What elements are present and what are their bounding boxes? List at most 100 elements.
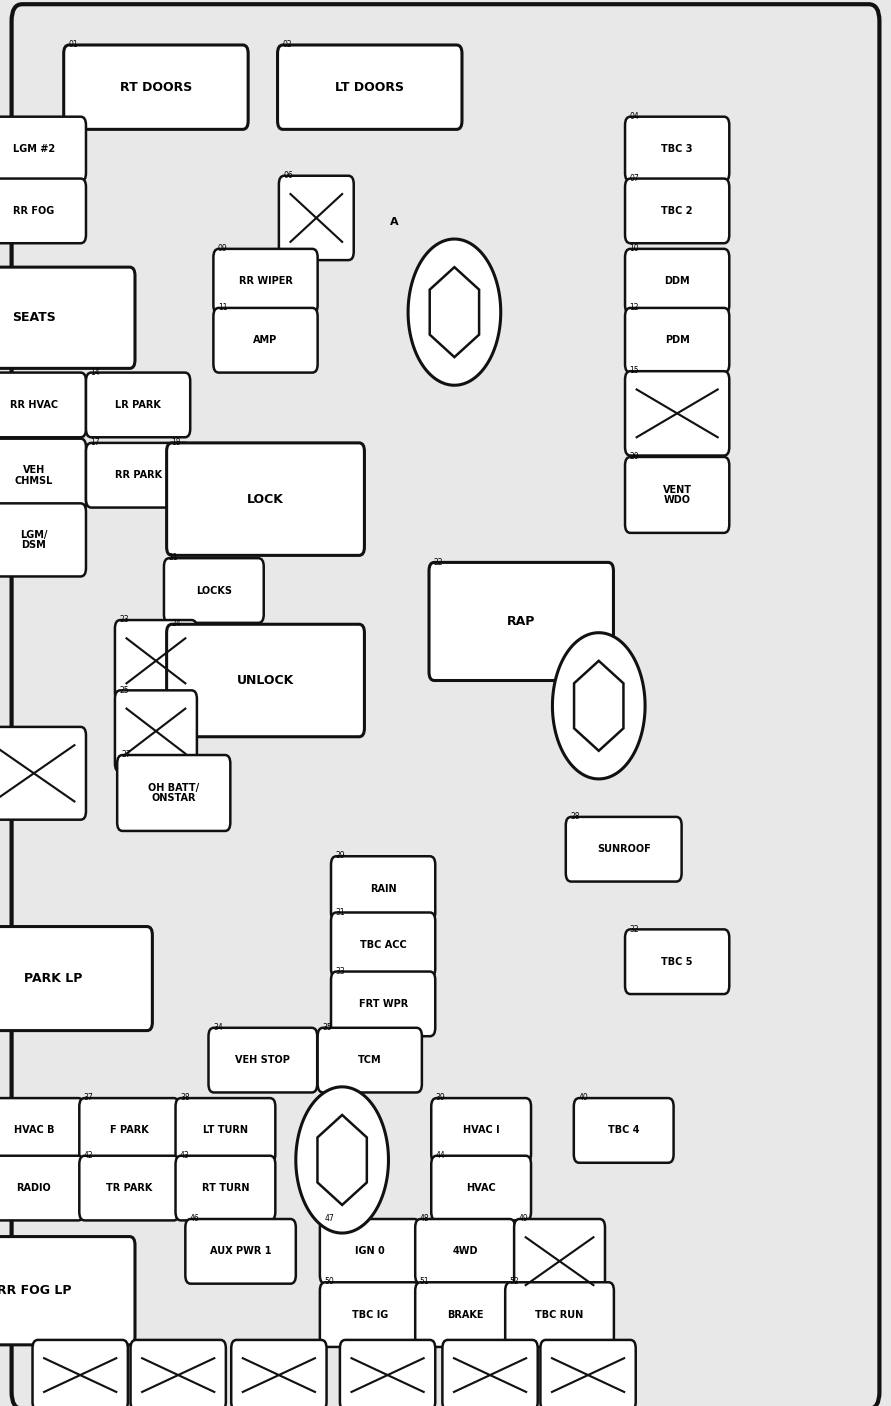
Polygon shape xyxy=(317,1115,367,1205)
FancyBboxPatch shape xyxy=(0,1237,135,1344)
Text: HVAC: HVAC xyxy=(466,1182,496,1194)
FancyBboxPatch shape xyxy=(514,1219,605,1303)
Text: 32: 32 xyxy=(629,925,639,934)
FancyBboxPatch shape xyxy=(118,755,230,831)
FancyBboxPatch shape xyxy=(86,443,191,508)
FancyBboxPatch shape xyxy=(176,1098,275,1163)
Polygon shape xyxy=(429,267,479,357)
FancyBboxPatch shape xyxy=(0,117,86,181)
Text: FRT WPR: FRT WPR xyxy=(358,998,408,1010)
Text: RR WIPER: RR WIPER xyxy=(239,276,292,287)
FancyBboxPatch shape xyxy=(0,1098,84,1163)
Text: 25: 25 xyxy=(119,686,129,695)
Text: 43: 43 xyxy=(180,1152,190,1160)
FancyBboxPatch shape xyxy=(320,1219,420,1284)
Text: 15: 15 xyxy=(629,367,639,375)
Text: TBC RUN: TBC RUN xyxy=(535,1309,584,1320)
Text: 38: 38 xyxy=(180,1094,190,1102)
FancyBboxPatch shape xyxy=(415,1282,515,1347)
Text: TCM: TCM xyxy=(358,1054,381,1066)
Text: 10: 10 xyxy=(629,245,639,253)
FancyBboxPatch shape xyxy=(214,249,318,314)
Text: LGM #2: LGM #2 xyxy=(12,143,55,155)
Text: RAIN: RAIN xyxy=(370,883,396,894)
Text: 14: 14 xyxy=(91,368,100,377)
Text: VENT
WDO: VENT WDO xyxy=(663,485,691,505)
FancyBboxPatch shape xyxy=(331,972,435,1036)
Text: TBC 2: TBC 2 xyxy=(661,205,693,217)
FancyBboxPatch shape xyxy=(431,1098,531,1163)
Text: 02: 02 xyxy=(282,41,291,49)
FancyBboxPatch shape xyxy=(443,1340,538,1406)
FancyBboxPatch shape xyxy=(79,1156,179,1220)
Text: 01: 01 xyxy=(68,41,78,49)
Text: 18: 18 xyxy=(171,439,181,447)
FancyBboxPatch shape xyxy=(429,562,613,681)
Text: 44: 44 xyxy=(436,1152,446,1160)
Text: 52: 52 xyxy=(510,1278,519,1286)
FancyBboxPatch shape xyxy=(625,179,730,243)
Text: LR PARK: LR PARK xyxy=(115,399,161,411)
Text: TR PARK: TR PARK xyxy=(106,1182,152,1194)
FancyBboxPatch shape xyxy=(115,620,197,702)
FancyBboxPatch shape xyxy=(208,1028,317,1092)
Text: 4WD: 4WD xyxy=(453,1246,478,1257)
FancyBboxPatch shape xyxy=(625,371,730,456)
Text: 47: 47 xyxy=(324,1215,334,1223)
FancyBboxPatch shape xyxy=(541,1340,636,1406)
Text: HVAC I: HVAC I xyxy=(462,1125,500,1136)
Text: 40: 40 xyxy=(578,1094,588,1102)
Polygon shape xyxy=(552,633,645,779)
Text: F PARK: F PARK xyxy=(110,1125,149,1136)
Text: SUNROOF: SUNROOF xyxy=(597,844,650,855)
FancyBboxPatch shape xyxy=(64,45,248,129)
FancyBboxPatch shape xyxy=(320,1282,420,1347)
Text: TBC IG: TBC IG xyxy=(352,1309,388,1320)
Text: RR PARK: RR PARK xyxy=(115,470,161,481)
Text: 04: 04 xyxy=(629,112,639,121)
Text: 48: 48 xyxy=(420,1215,429,1223)
Text: RR FOG LP: RR FOG LP xyxy=(0,1284,71,1298)
Text: RR FOG: RR FOG xyxy=(13,205,54,217)
FancyBboxPatch shape xyxy=(131,1340,226,1406)
Text: DDM: DDM xyxy=(665,276,690,287)
Text: HVAC B: HVAC B xyxy=(13,1125,54,1136)
FancyBboxPatch shape xyxy=(331,912,435,977)
FancyBboxPatch shape xyxy=(331,856,435,921)
FancyBboxPatch shape xyxy=(318,1028,422,1092)
Text: 28: 28 xyxy=(570,813,580,821)
Text: 37: 37 xyxy=(84,1094,94,1102)
Text: 39: 39 xyxy=(436,1094,446,1102)
Text: LGM/
DSM: LGM/ DSM xyxy=(20,530,47,550)
Text: RADIO: RADIO xyxy=(16,1182,52,1194)
Text: 51: 51 xyxy=(420,1278,429,1286)
FancyBboxPatch shape xyxy=(0,727,86,820)
FancyBboxPatch shape xyxy=(0,1156,84,1220)
FancyBboxPatch shape xyxy=(176,1156,275,1220)
FancyBboxPatch shape xyxy=(278,45,462,129)
FancyBboxPatch shape xyxy=(232,1340,326,1406)
Text: VEH
CHMSL: VEH CHMSL xyxy=(14,465,53,485)
Text: 20: 20 xyxy=(629,453,639,461)
FancyBboxPatch shape xyxy=(279,176,354,260)
FancyBboxPatch shape xyxy=(185,1219,296,1284)
Text: RT DOORS: RT DOORS xyxy=(119,80,192,94)
Text: 24: 24 xyxy=(171,620,181,628)
Text: BRAKE: BRAKE xyxy=(447,1309,483,1320)
Text: 49: 49 xyxy=(519,1215,528,1223)
Text: 34: 34 xyxy=(213,1024,223,1032)
FancyBboxPatch shape xyxy=(214,308,318,373)
Text: 50: 50 xyxy=(324,1278,334,1286)
Text: 12: 12 xyxy=(629,304,639,312)
Text: 31: 31 xyxy=(336,908,345,917)
Text: 33: 33 xyxy=(336,967,345,976)
FancyBboxPatch shape xyxy=(115,690,197,772)
FancyBboxPatch shape xyxy=(566,817,682,882)
Text: LT TURN: LT TURN xyxy=(203,1125,248,1136)
FancyBboxPatch shape xyxy=(167,624,364,737)
FancyBboxPatch shape xyxy=(625,308,730,373)
FancyBboxPatch shape xyxy=(12,4,879,1406)
FancyBboxPatch shape xyxy=(0,439,86,512)
Text: 23: 23 xyxy=(119,616,129,624)
Polygon shape xyxy=(408,239,501,385)
